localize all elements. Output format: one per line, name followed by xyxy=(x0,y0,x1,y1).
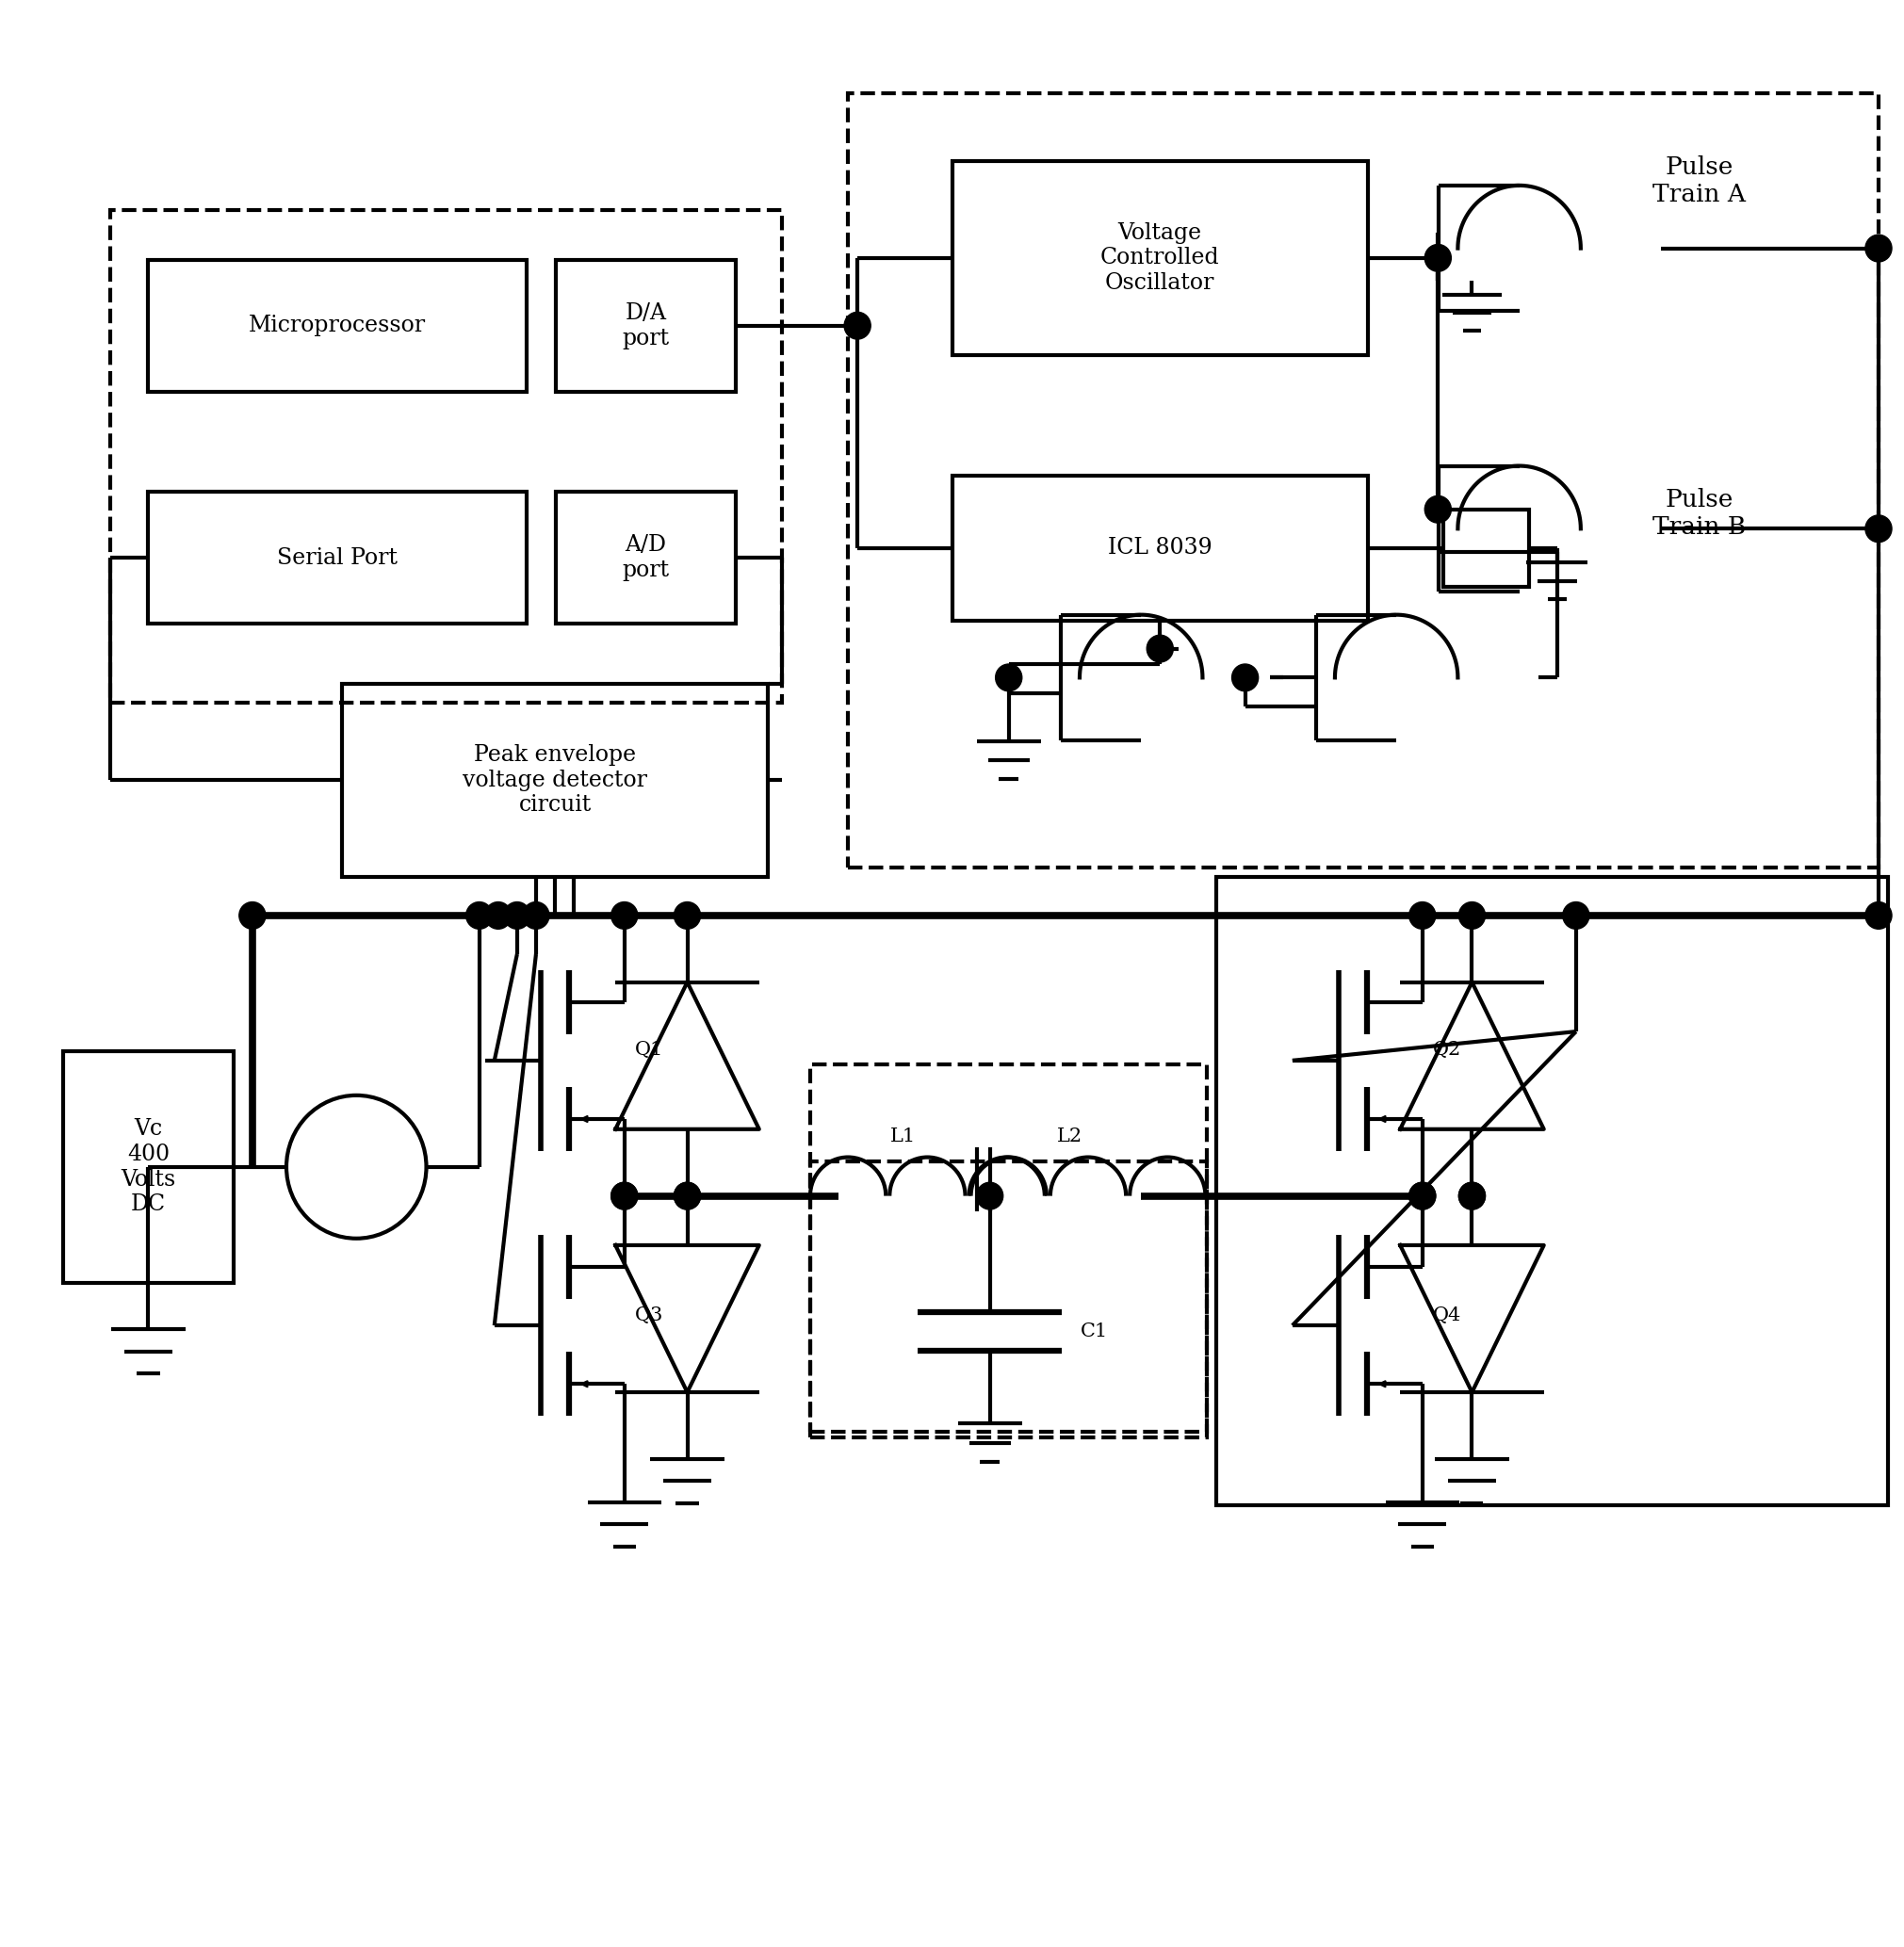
Circle shape xyxy=(505,901,531,929)
Circle shape xyxy=(1232,664,1259,691)
Circle shape xyxy=(611,1182,638,1209)
Bar xyxy=(1443,510,1529,586)
Circle shape xyxy=(466,901,493,929)
Circle shape xyxy=(1458,1182,1485,1209)
Circle shape xyxy=(1424,245,1451,271)
Bar xyxy=(63,1051,234,1283)
Circle shape xyxy=(1563,901,1590,929)
Text: Voltage
Controlled
Oscillator: Voltage Controlled Oscillator xyxy=(1101,222,1220,294)
Bar xyxy=(952,475,1367,621)
Circle shape xyxy=(1458,901,1485,929)
Text: Pulse
Train A: Pulse Train A xyxy=(1653,156,1746,206)
Text: D/A
port: D/A port xyxy=(623,302,670,349)
Circle shape xyxy=(240,901,265,929)
Circle shape xyxy=(1409,1182,1436,1209)
Circle shape xyxy=(843,312,870,339)
Text: Serial Port: Serial Port xyxy=(278,547,398,569)
Circle shape xyxy=(1424,496,1451,524)
Text: Microprocessor: Microprocessor xyxy=(249,315,426,337)
Circle shape xyxy=(486,901,512,929)
Circle shape xyxy=(996,664,1022,691)
Text: Q2: Q2 xyxy=(1434,1042,1460,1059)
Bar xyxy=(811,1160,1207,1437)
Text: A/D
port: A/D port xyxy=(623,533,670,580)
Text: Q1: Q1 xyxy=(634,1042,663,1059)
Text: ICL 8039: ICL 8039 xyxy=(1108,537,1213,559)
Text: Q3: Q3 xyxy=(634,1306,663,1324)
Circle shape xyxy=(977,1182,1003,1209)
Bar xyxy=(811,1065,1207,1431)
Bar xyxy=(847,93,1879,866)
Text: L1: L1 xyxy=(889,1127,916,1145)
Text: Pulse
Train B: Pulse Train B xyxy=(1653,489,1746,539)
Bar xyxy=(556,259,735,391)
Circle shape xyxy=(1866,236,1893,261)
Circle shape xyxy=(1146,635,1173,662)
Circle shape xyxy=(674,901,701,929)
Bar xyxy=(556,493,735,623)
Circle shape xyxy=(1866,516,1893,541)
Circle shape xyxy=(674,1182,701,1209)
Bar xyxy=(149,493,527,623)
Bar xyxy=(952,162,1367,354)
Circle shape xyxy=(611,1182,638,1209)
Bar xyxy=(110,210,783,703)
Bar xyxy=(1217,876,1889,1505)
Text: C1: C1 xyxy=(1081,1322,1108,1340)
Bar xyxy=(149,259,527,391)
Circle shape xyxy=(1458,1182,1485,1209)
Text: Vc
400
Volts
DC: Vc 400 Volts DC xyxy=(122,1118,175,1215)
Circle shape xyxy=(1409,1182,1436,1209)
Circle shape xyxy=(674,1182,701,1209)
Text: Peak envelope
voltage detector
circuit: Peak envelope voltage detector circuit xyxy=(463,744,647,816)
Circle shape xyxy=(1409,901,1436,929)
Circle shape xyxy=(611,901,638,929)
Text: L2: L2 xyxy=(1057,1127,1081,1145)
Text: Q4: Q4 xyxy=(1434,1306,1460,1324)
Circle shape xyxy=(524,901,548,929)
Bar xyxy=(343,683,767,876)
Circle shape xyxy=(1866,901,1893,929)
